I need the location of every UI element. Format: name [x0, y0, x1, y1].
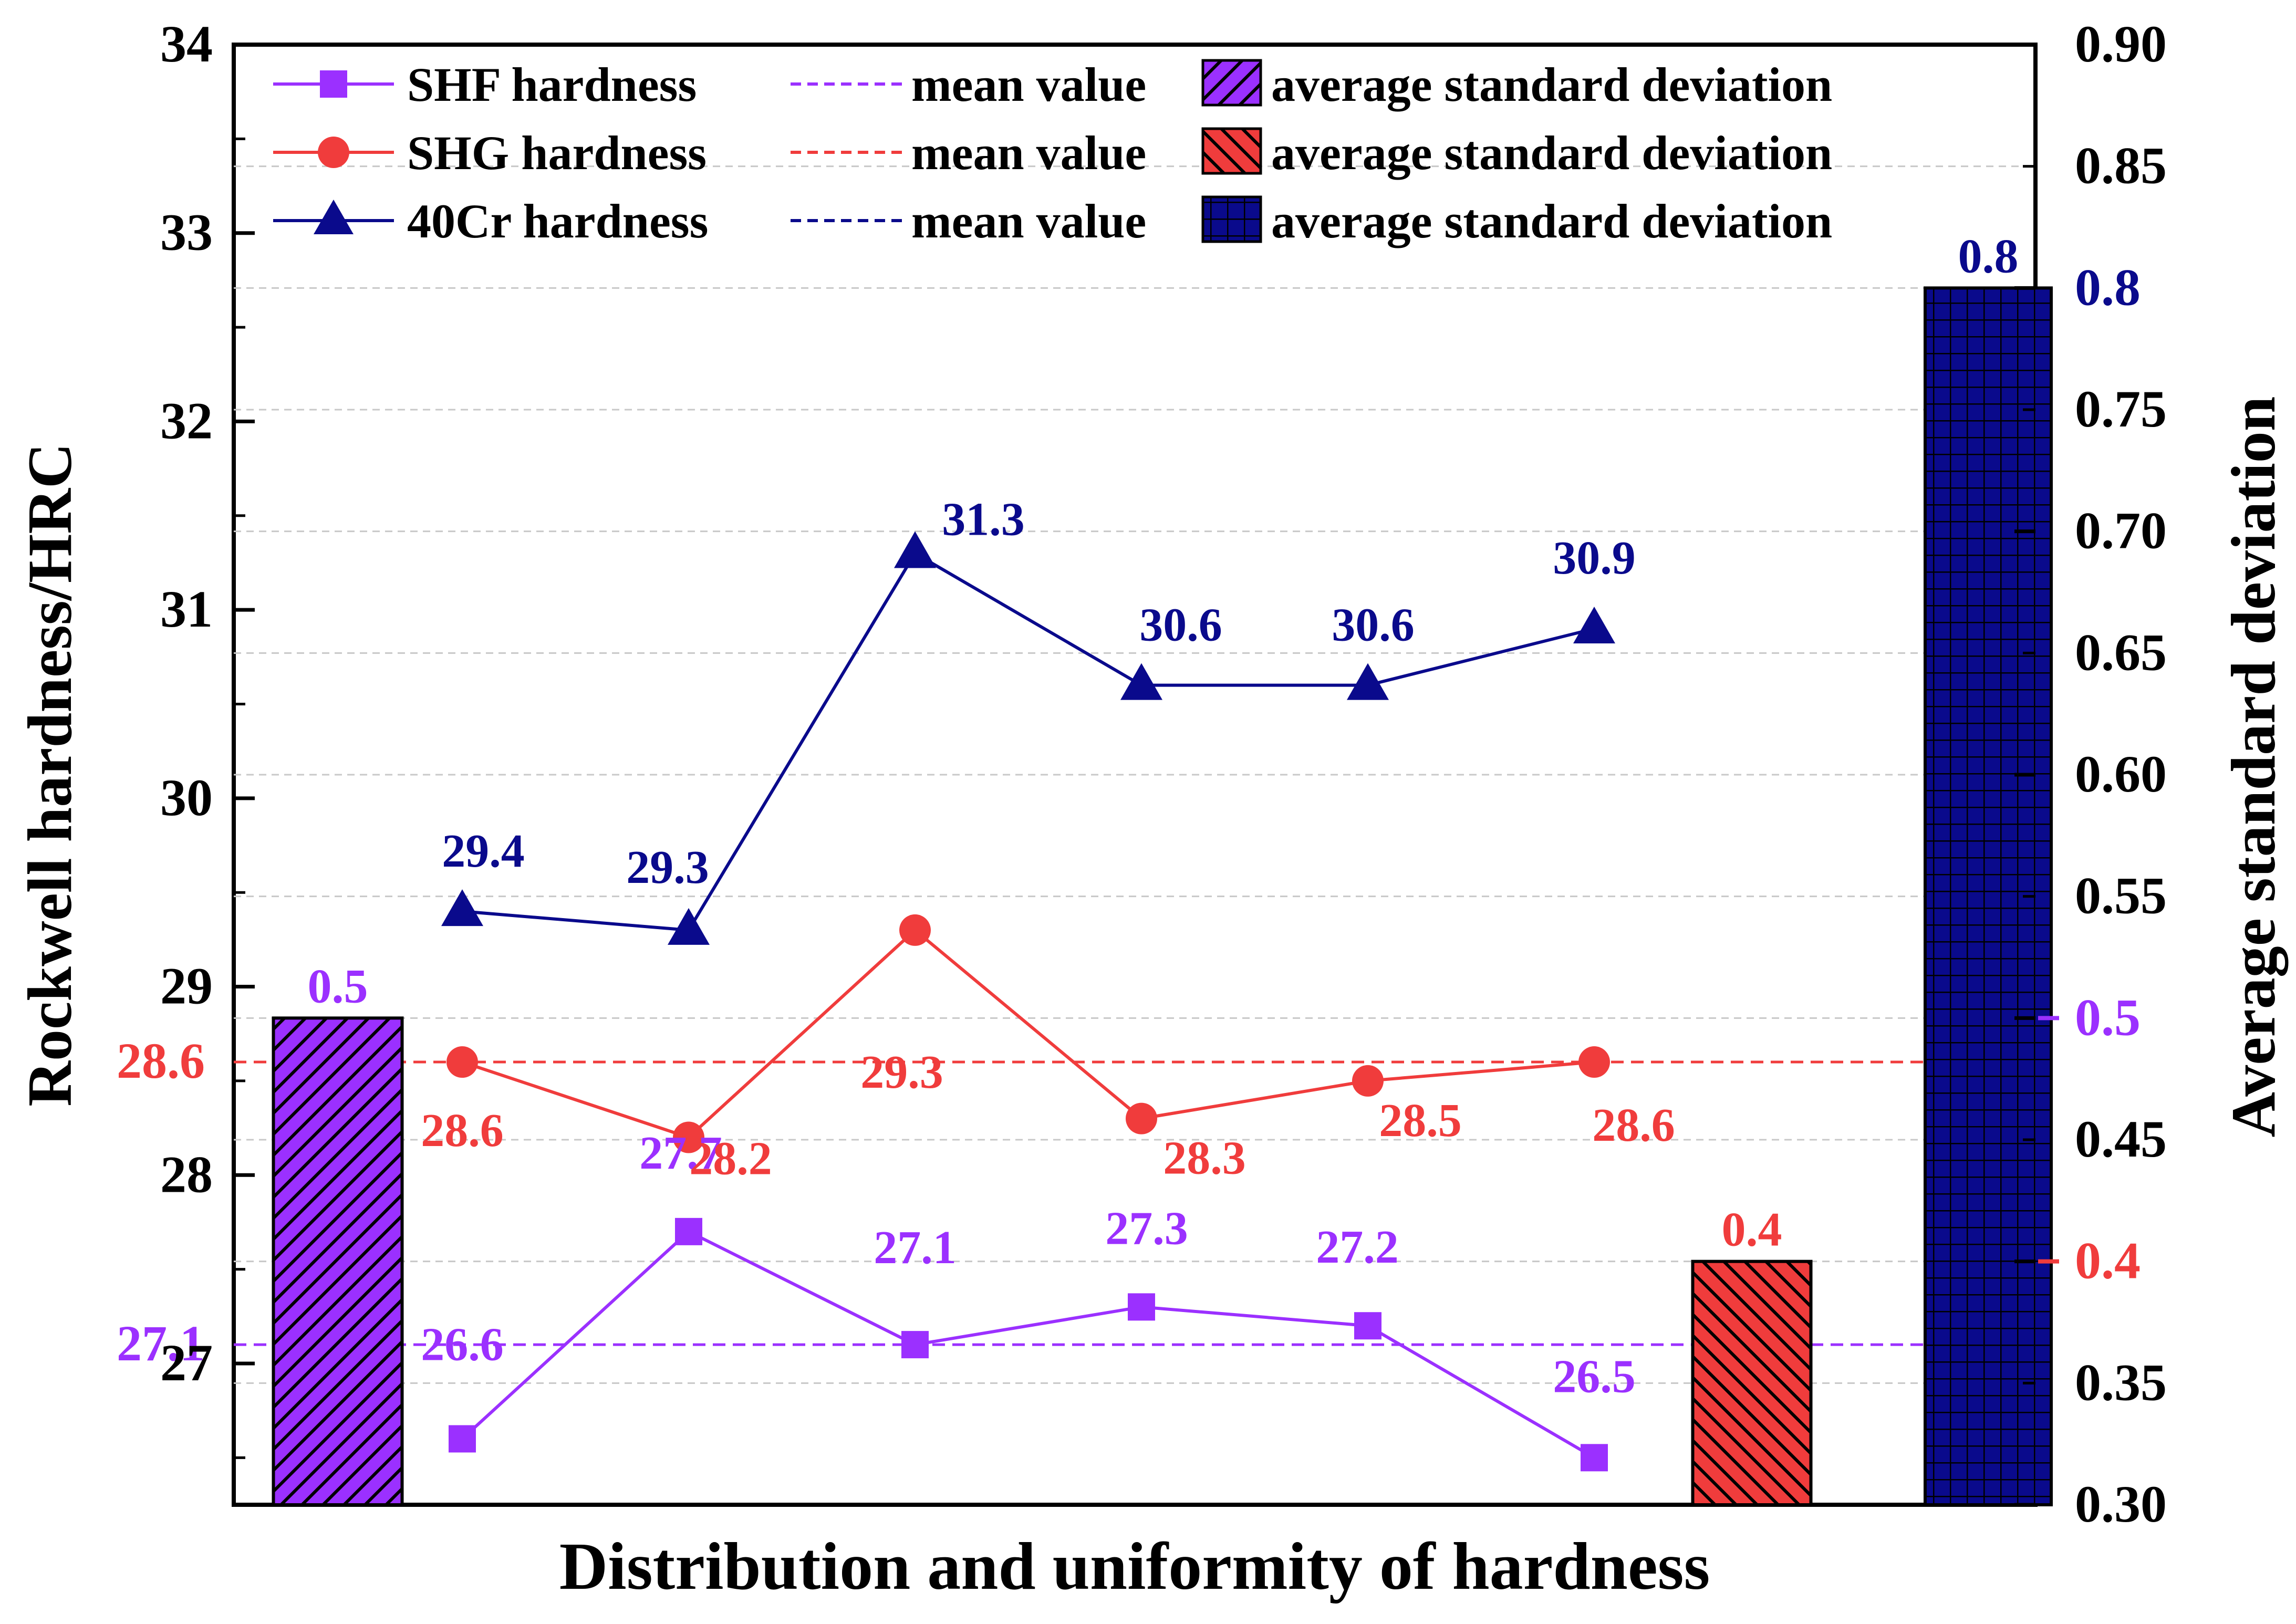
- mean-value-label: 28.6: [117, 1033, 205, 1089]
- y-axis-title: Rockwell hardness/HRC: [15, 443, 85, 1106]
- square-marker: [1354, 1312, 1381, 1340]
- std-bar-label: 0.4: [1722, 1203, 1782, 1256]
- legend: SHF hardness mean value average standard d…: [273, 58, 1832, 248]
- data-label: 26.5: [1553, 1350, 1636, 1402]
- legend-triangle-marker: [314, 200, 354, 234]
- y2-tick-label: 0.5: [2075, 988, 2141, 1046]
- data-label: 28.5: [1379, 1095, 1462, 1147]
- data-label: 30.6: [1139, 599, 1222, 651]
- y-tick-label: 32: [160, 391, 213, 450]
- mean-value-label: 27.1: [117, 1315, 205, 1371]
- legend-series-name: 40Cr hardness: [407, 194, 708, 248]
- legend-mean-text: mean value: [911, 58, 1146, 111]
- grid-layer: [234, 165, 2035, 1384]
- data-label: 29.3: [860, 1046, 943, 1098]
- y2-tick-label: 0.8: [2075, 258, 2141, 316]
- y-tick-label: 28: [160, 1145, 213, 1203]
- data-label: 29.3: [626, 841, 709, 893]
- legend-std-text: average standard deviation: [1271, 126, 1832, 180]
- x-axis-title: Distribution and uniformity of hardness: [559, 1529, 1710, 1604]
- triangle-marker: [441, 889, 483, 926]
- y2-tick-label: 0.35: [2075, 1353, 2167, 1411]
- square-marker: [449, 1425, 476, 1453]
- series-line: [462, 928, 1595, 1139]
- data-labels: 27.1 0.5 28.6 0.4 0.8 26.6 27.7 27.1 27.3 27.2 26.…: [117, 229, 2019, 1402]
- legend-circle-marker: [318, 137, 349, 168]
- legend-mean-text: mean value: [911, 126, 1146, 180]
- circle-marker: [1352, 1065, 1384, 1097]
- y2-tick-label: 0.30: [2075, 1475, 2167, 1533]
- legend-std-swatch: [1201, 127, 1262, 175]
- circle-marker: [1126, 1102, 1157, 1134]
- series-lines: [461, 551, 1595, 1459]
- y2-tick-label: 0.85: [2075, 137, 2167, 195]
- data-label: 29.4: [442, 825, 525, 877]
- y-tick-label: 30: [160, 768, 213, 827]
- axes: 27 28 29 30 31 32 33 34 0.30 0.35 0.4 0.45 0.5 0.55 0.…: [160, 15, 2167, 1533]
- legend-mean-text: mean value: [911, 194, 1146, 248]
- triangle-marker: [1120, 663, 1162, 700]
- y2-tick-label: 0.55: [2075, 867, 2167, 925]
- triangle-marker: [1573, 607, 1615, 643]
- triangle-marker: [1347, 663, 1389, 700]
- legend-std-text: average standard deviation: [1271, 58, 1832, 111]
- square-marker: [901, 1331, 929, 1359]
- data-label: 27.1: [874, 1222, 957, 1274]
- data-label: 31.3: [942, 494, 1025, 546]
- y2-tick-label: 0.75: [2075, 380, 2167, 438]
- y2-tick-label: 0.60: [2075, 745, 2167, 803]
- y2-tick-label: 0.45: [2075, 1110, 2167, 1168]
- data-label: 26.6: [421, 1318, 504, 1370]
- data-label: 28.3: [1163, 1132, 1246, 1184]
- std-bar: [272, 1016, 404, 1507]
- y2-tick-label: 0.65: [2075, 623, 2167, 681]
- std-bar: [1691, 1259, 1813, 1507]
- data-label: 30.9: [1553, 532, 1636, 584]
- legend-std-text: average standard deviation: [1271, 194, 1832, 248]
- y2-tick-label: 0.4: [2075, 1232, 2141, 1290]
- y2-tick-label: 0.70: [2075, 502, 2167, 560]
- data-label: 27.3: [1105, 1202, 1188, 1254]
- data-label: 30.6: [1332, 599, 1415, 651]
- circle-marker: [446, 1046, 478, 1078]
- triangle-marker: [668, 908, 710, 945]
- square-marker: [1128, 1293, 1155, 1321]
- y2-axis-title: Average standard deviation: [2218, 396, 2289, 1137]
- triangle-marker: [894, 531, 936, 568]
- legend-std-swatch: [1201, 59, 1262, 107]
- y2-tick-label: 0.90: [2075, 15, 2167, 73]
- data-label: 28.2: [689, 1133, 772, 1185]
- y-tick-label: 27: [160, 1334, 213, 1392]
- series-markers: [441, 531, 1615, 1472]
- circle-marker: [673, 1121, 704, 1153]
- series-line: [462, 551, 1595, 932]
- square-marker: [675, 1217, 702, 1245]
- data-label: 27.2: [1316, 1221, 1399, 1273]
- square-marker: [1581, 1444, 1608, 1472]
- y-tick-label: 33: [160, 203, 213, 262]
- data-label: 27.7: [639, 1127, 722, 1179]
- std-bar-label: 0.8: [1958, 229, 2019, 283]
- series-line: [461, 1230, 1595, 1459]
- std-bar-label: 0.5: [308, 959, 368, 1013]
- legend-std-swatch: [1201, 195, 1262, 243]
- y-tick-label: 34: [160, 15, 213, 73]
- y-tick-label: 29: [160, 957, 213, 1015]
- y-tick-label: 31: [160, 580, 213, 638]
- legend-series-name: SHF hardness: [407, 58, 697, 111]
- circle-marker: [1578, 1046, 1610, 1078]
- circle-marker: [899, 914, 931, 946]
- data-label: 28.6: [1592, 1099, 1675, 1151]
- legend-square-marker: [320, 70, 347, 98]
- data-label: 28.6: [421, 1105, 504, 1157]
- legend-series-name: SHG hardness: [407, 126, 707, 180]
